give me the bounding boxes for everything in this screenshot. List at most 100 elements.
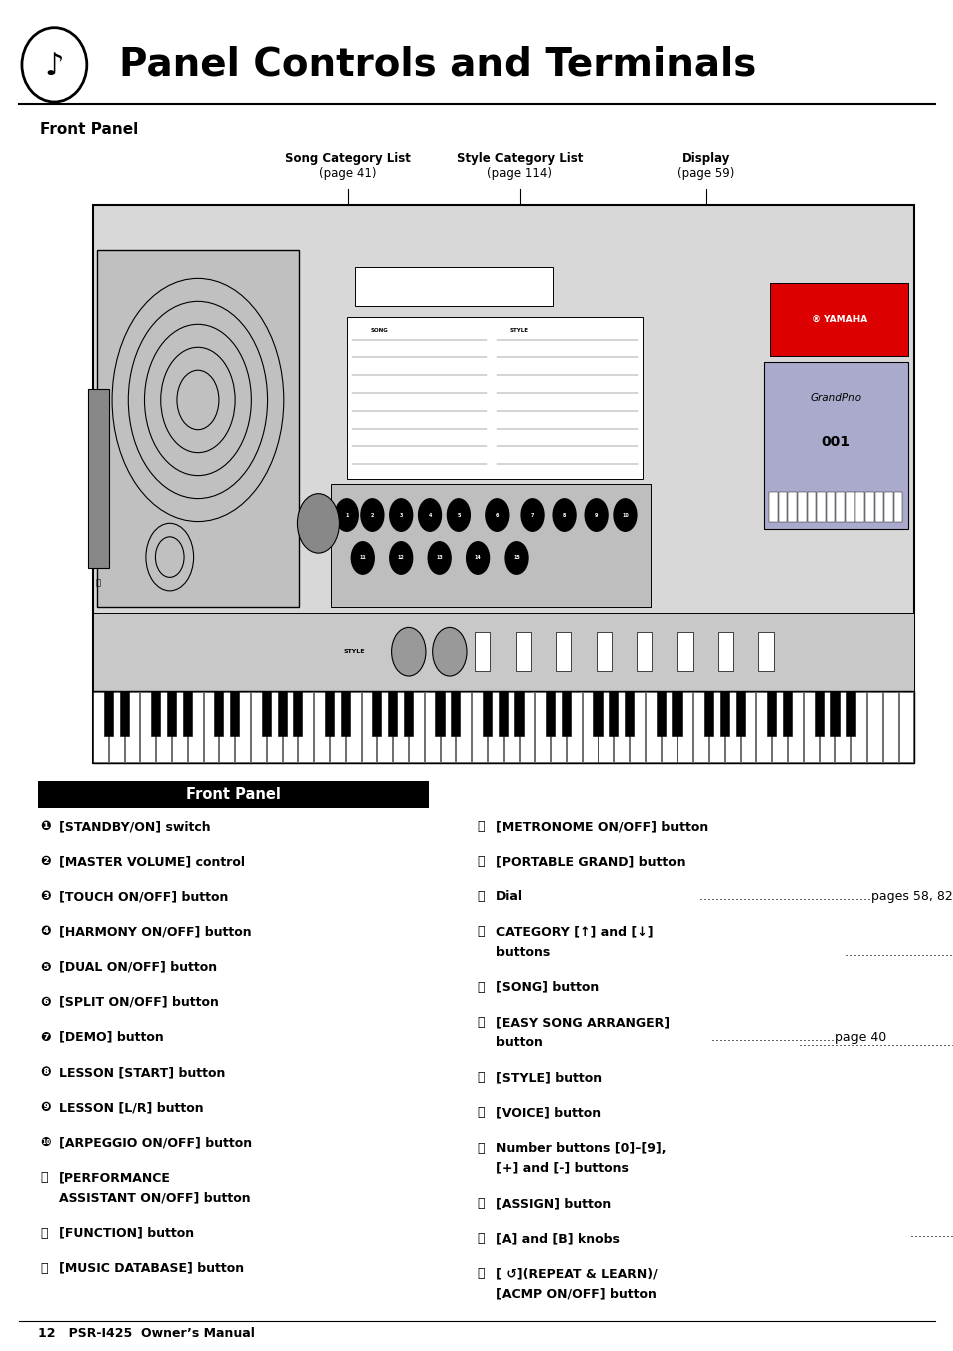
Text: 12: 12 bbox=[397, 555, 404, 561]
Bar bbox=[624, 690, 634, 736]
Bar bbox=[545, 690, 555, 736]
Text: LESSON [L/R] button: LESSON [L/R] button bbox=[59, 1101, 204, 1115]
Circle shape bbox=[553, 499, 576, 531]
Bar bbox=[377, 692, 392, 762]
Circle shape bbox=[418, 499, 441, 531]
Bar bbox=[293, 690, 302, 736]
Text: 6: 6 bbox=[496, 512, 498, 517]
Bar bbox=[661, 692, 676, 762]
Text: ⒰: ⒰ bbox=[476, 890, 484, 904]
Text: 9: 9 bbox=[595, 512, 598, 517]
Bar bbox=[261, 690, 271, 736]
Bar bbox=[656, 690, 665, 736]
Bar bbox=[778, 492, 786, 523]
Text: ❸: ❸ bbox=[40, 890, 51, 904]
Bar bbox=[482, 690, 492, 736]
Text: ⒵: ⒵ bbox=[476, 1106, 484, 1120]
Text: [MUSIC DATABASE] button: [MUSIC DATABASE] button bbox=[59, 1262, 244, 1275]
Text: [ ↺](REPEAT & LEARN)/: [ ↺](REPEAT & LEARN)/ bbox=[496, 1267, 658, 1281]
Text: [ARPEGGIO ON/OFF] button: [ARPEGGIO ON/OFF] button bbox=[59, 1136, 252, 1150]
Bar bbox=[456, 692, 471, 762]
Bar bbox=[519, 692, 534, 762]
Text: (page 59): (page 59) bbox=[677, 166, 734, 180]
Bar bbox=[172, 692, 187, 762]
Text: 1: 1 bbox=[345, 512, 348, 517]
Text: GrandPno: GrandPno bbox=[810, 393, 861, 404]
Bar bbox=[766, 690, 776, 736]
Bar bbox=[882, 692, 897, 762]
Bar bbox=[330, 692, 344, 762]
Text: [ACMP ON/OFF] button: [ACMP ON/OFF] button bbox=[496, 1288, 657, 1301]
Bar bbox=[637, 632, 652, 671]
Bar bbox=[874, 492, 882, 523]
Bar bbox=[724, 692, 739, 762]
Text: [TOUCH ON/OFF] button: [TOUCH ON/OFF] button bbox=[59, 890, 229, 904]
Text: ⒬: ⒬ bbox=[40, 1227, 48, 1240]
Text: ⒳: ⒳ bbox=[476, 1016, 484, 1029]
Text: ❺: ❺ bbox=[40, 961, 51, 974]
Bar bbox=[556, 632, 571, 671]
Circle shape bbox=[351, 542, 374, 574]
Bar bbox=[614, 692, 628, 762]
Bar bbox=[593, 690, 602, 736]
Bar bbox=[140, 692, 155, 762]
Bar bbox=[803, 692, 818, 762]
Bar bbox=[97, 250, 298, 607]
Text: 2: 2 bbox=[371, 512, 374, 517]
Bar bbox=[814, 690, 822, 736]
Bar bbox=[797, 492, 805, 523]
Bar bbox=[787, 692, 802, 762]
Bar bbox=[855, 492, 863, 523]
Bar bbox=[230, 690, 239, 736]
Text: Front Panel: Front Panel bbox=[40, 122, 138, 136]
Bar bbox=[214, 690, 223, 736]
Bar bbox=[806, 492, 816, 523]
Bar bbox=[582, 692, 597, 762]
Circle shape bbox=[297, 493, 339, 553]
Bar bbox=[92, 205, 913, 763]
Text: Display: Display bbox=[681, 151, 729, 165]
Text: [SPLIT ON/OFF] button: [SPLIT ON/OFF] button bbox=[59, 996, 219, 1009]
Bar bbox=[629, 692, 644, 762]
Bar bbox=[845, 492, 854, 523]
Bar bbox=[475, 632, 490, 671]
Bar bbox=[88, 389, 109, 567]
Bar bbox=[756, 692, 770, 762]
Bar bbox=[424, 692, 439, 762]
Text: [+] and [-] buttons: [+] and [-] buttons bbox=[496, 1162, 628, 1175]
Text: [ASSIGN] button: [ASSIGN] button bbox=[496, 1197, 611, 1210]
Text: ♪: ♪ bbox=[45, 51, 64, 81]
Text: 5: 5 bbox=[456, 512, 460, 517]
Circle shape bbox=[485, 499, 508, 531]
Bar bbox=[409, 692, 423, 762]
Bar bbox=[768, 492, 777, 523]
Circle shape bbox=[466, 542, 489, 574]
Text: [STANDBY/ON] switch: [STANDBY/ON] switch bbox=[59, 820, 211, 834]
Text: [PERFORMANCE: [PERFORMANCE bbox=[59, 1171, 171, 1185]
Bar bbox=[451, 690, 460, 736]
Text: 7: 7 bbox=[530, 512, 534, 517]
Bar bbox=[347, 317, 642, 478]
Text: [DUAL ON/OFF] button: [DUAL ON/OFF] button bbox=[59, 961, 217, 974]
Text: [METRONOME ON/OFF] button: [METRONOME ON/OFF] button bbox=[496, 820, 707, 834]
Bar bbox=[836, 492, 844, 523]
Bar bbox=[92, 612, 913, 690]
Bar bbox=[314, 692, 329, 762]
Bar bbox=[645, 692, 660, 762]
Circle shape bbox=[614, 499, 637, 531]
Bar bbox=[119, 690, 129, 736]
Bar bbox=[498, 690, 507, 736]
Bar bbox=[817, 492, 825, 523]
Text: 3: 3 bbox=[399, 512, 402, 517]
Text: ⒫: ⒫ bbox=[40, 1171, 48, 1185]
Bar bbox=[345, 692, 360, 762]
Circle shape bbox=[390, 499, 413, 531]
Bar bbox=[282, 692, 297, 762]
Bar bbox=[672, 690, 680, 736]
Bar bbox=[156, 692, 171, 762]
Bar bbox=[596, 632, 611, 671]
Text: Ⓒ: Ⓒ bbox=[476, 1232, 484, 1246]
Bar bbox=[361, 692, 376, 762]
Circle shape bbox=[504, 542, 527, 574]
Bar bbox=[720, 690, 728, 736]
